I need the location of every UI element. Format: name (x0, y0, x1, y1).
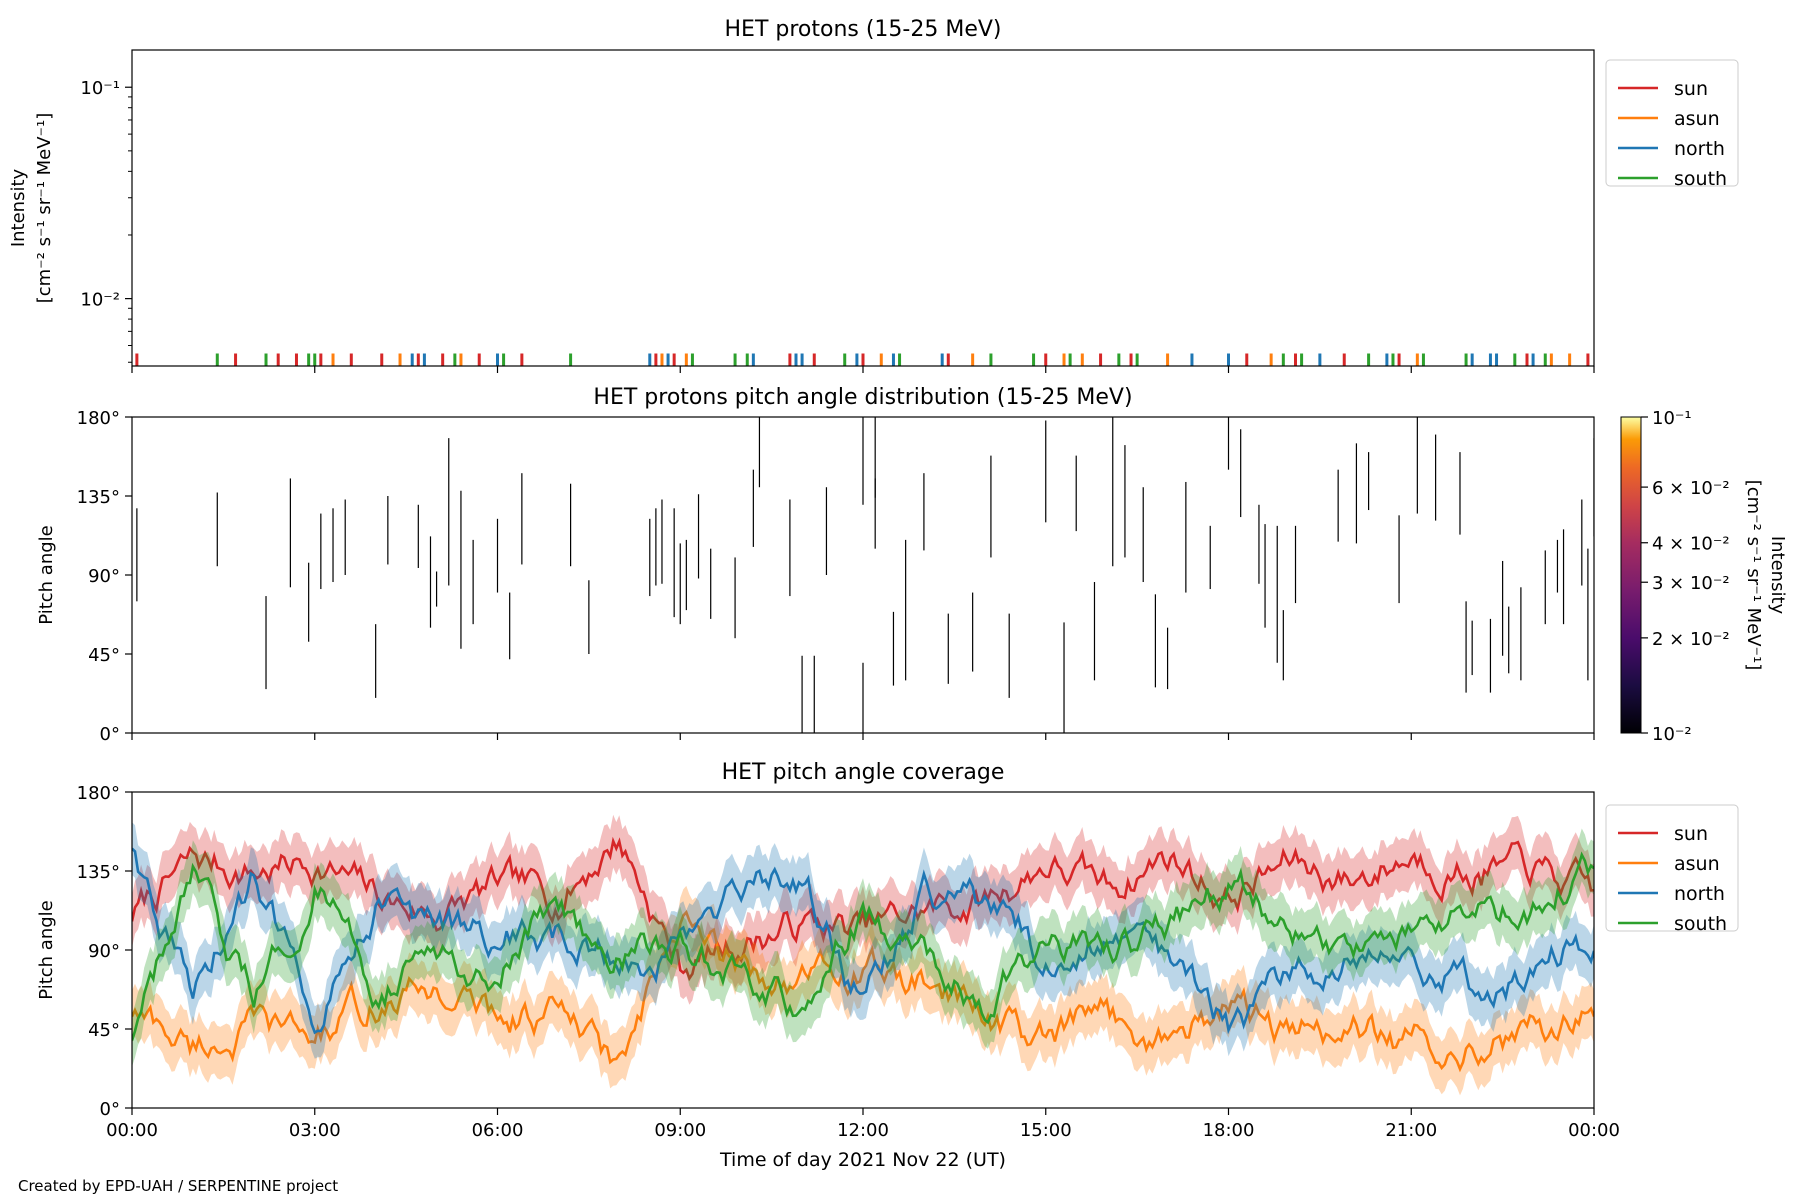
panel3-marks (132, 814, 1594, 1096)
x-axis-label: Time of day 2021 Nov 22 (UT) (719, 1149, 1006, 1171)
credit-footer: Created by EPD-UAH / SERPENTINE project (18, 1177, 339, 1195)
x-tick-label: 12:00 (837, 1120, 889, 1141)
y-tick-label: 180° (77, 408, 120, 429)
colorbar-tick-label: 4 × 10⁻² (1652, 534, 1730, 555)
y-tick-label: 135° (77, 862, 120, 883)
y-tick-label: 90° (88, 941, 120, 962)
coverage-band-asun (132, 885, 1594, 1096)
legend-coverage: sun asun north south (1605, 804, 1739, 935)
legend-intensity: sun asun north south (1605, 59, 1739, 190)
coverage-line-asun (132, 909, 1594, 1073)
coverage-band-north (132, 822, 1594, 1059)
coverage-line-north (132, 847, 1594, 1035)
colorbar-tick-label: 6 × 10⁻² (1652, 478, 1730, 499)
panel3-axes: 00:00 03:00 06:00 09:00 12:00 15:00 18:00 21:00… (77, 783, 1620, 1141)
y-tick-label: 45° (88, 1020, 120, 1041)
y-tick-label: 45° (88, 645, 120, 666)
panel1-frame (131, 49, 1595, 367)
y-tick-label: 0° (100, 724, 120, 745)
x-tick-label: 00:00 (106, 1120, 158, 1141)
colorbar-tick-label: 2 × 10⁻² (1652, 629, 1730, 650)
legend-label-asun: asun (1674, 853, 1720, 875)
panel2-title: HET protons pitch angle distribution (15… (593, 385, 1132, 410)
y-tick-label: 135° (77, 487, 120, 508)
x-tick-label: 21:00 (1385, 1120, 1437, 1141)
y-tick-label: 10⁻¹ (80, 78, 120, 99)
legend-label-north: north (1674, 883, 1725, 905)
coverage-line-south (132, 851, 1594, 1041)
legend-label-south: south (1674, 913, 1727, 935)
y-tick-label: 180° (77, 783, 120, 804)
x-tick-label: 15:00 (1020, 1120, 1072, 1141)
x-tick-label: 03:00 (289, 1120, 341, 1141)
legend-label-south: south (1674, 168, 1727, 190)
panel3-title: HET pitch angle coverage (722, 760, 1005, 785)
colorbar-tick-label: 10⁻² (1652, 724, 1692, 745)
panel-pitch-angle-coverage: HET pitch angle coverage 00:00 03:00 06:00… (36, 760, 1739, 1171)
panel3-ylabel: Pitch angle (36, 900, 57, 999)
y-tick-label: 90° (88, 566, 120, 587)
coverage-line-sun (132, 836, 1594, 982)
legend-label-sun: sun (1674, 823, 1708, 845)
panel1-ylabel-line1: Intensity (8, 168, 29, 247)
panel1-marks (135, 353, 1590, 366)
x-tick-label: 09:00 (654, 1120, 706, 1141)
colorbar (1620, 416, 1642, 734)
colorbar-tick-label: 10⁻¹ (1652, 408, 1692, 429)
x-tick-label: 18:00 (1203, 1120, 1255, 1141)
legend-label-asun: asun (1674, 108, 1720, 130)
panel2-marks (136, 417, 1594, 733)
panel2-ylabel: Pitch angle (36, 525, 57, 624)
y-tick-label: 10⁻² (80, 290, 120, 311)
colorbar-label-line1: Intensity (1767, 536, 1788, 615)
colorbar-ticks: 10⁻² 2 × 10⁻² 3 × 10⁻² 4 × 10⁻² 6 × 10⁻² 10⁻¹ (1641, 408, 1730, 745)
panel1-title: HET protons (15-25 MeV) (725, 17, 1002, 42)
panel1-axes: 10⁻² 10⁻¹ (80, 78, 1595, 373)
legend-label-sun: sun (1674, 78, 1708, 100)
panel2-axes: 0° 45° 90° 135° 180° (77, 408, 1595, 745)
colorbar-label-line2: [cm⁻² s⁻¹ sr⁻¹ MeV⁻¹] (1743, 480, 1764, 671)
colorbar-tick-label: 3 × 10⁻² (1652, 573, 1730, 594)
legend-frame (1605, 804, 1739, 932)
panel-intensity: HET protons (15-25 MeV) 10⁻² 10⁻¹ Intensi… (8, 17, 1739, 373)
x-tick-label: 00:00 (1568, 1120, 1620, 1141)
y-tick-label: 0° (100, 1099, 120, 1120)
legend-label-north: north (1674, 138, 1725, 160)
panel-pitch-angle-distribution: HET protons pitch angle distribution (15… (36, 385, 1788, 745)
x-tick-label: 06:00 (472, 1120, 524, 1141)
panel1-ylabel-line2: [cm⁻² s⁻¹ sr⁻¹ MeV⁻¹] (34, 113, 55, 304)
legend-frame (1605, 59, 1739, 187)
